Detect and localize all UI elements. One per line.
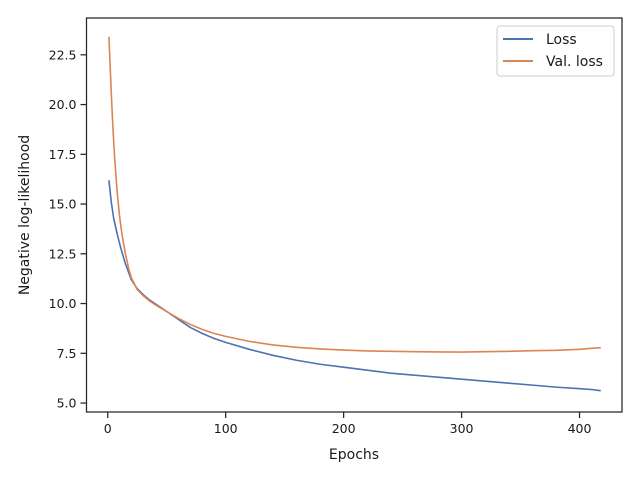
x-tick-label: 100: [214, 421, 238, 436]
y-tick-label: 10.0: [49, 296, 77, 311]
y-axis-label: Negative log-likelihood: [17, 135, 33, 295]
series-line-val-loss: [108, 36, 601, 353]
x-axis-label: Epochs: [329, 447, 379, 463]
y-axis-ticks: 5.0 7.5 10.0 12.5 15.0 17.5 20.0 22.5: [49, 47, 87, 411]
y-tick-label: 20.0: [49, 97, 77, 112]
x-tick-label: 300: [450, 421, 474, 436]
y-tick-label: 15.0: [49, 197, 77, 212]
y-tick-label: 5.0: [57, 396, 77, 411]
series-layer: [108, 36, 601, 392]
x-tick-label: 400: [568, 421, 592, 436]
legend-label-loss: Loss: [546, 32, 577, 48]
y-tick-label: 12.5: [49, 246, 77, 261]
x-tick-label: 0: [104, 421, 112, 436]
plot-background: [86, 18, 622, 412]
y-tick-label: 7.5: [57, 346, 77, 361]
legend: Loss Val. loss: [496, 25, 615, 77]
x-tick-label: 200: [332, 421, 356, 436]
y-tick-label: 17.5: [49, 147, 77, 162]
x-axis-ticks: 0 100 200 300 400: [104, 412, 592, 436]
series-line-loss: [108, 180, 601, 392]
y-tick-label: 22.5: [49, 47, 77, 62]
plot-frame: [85, 17, 623, 413]
legend-label-val-loss: Val. loss: [546, 54, 603, 70]
